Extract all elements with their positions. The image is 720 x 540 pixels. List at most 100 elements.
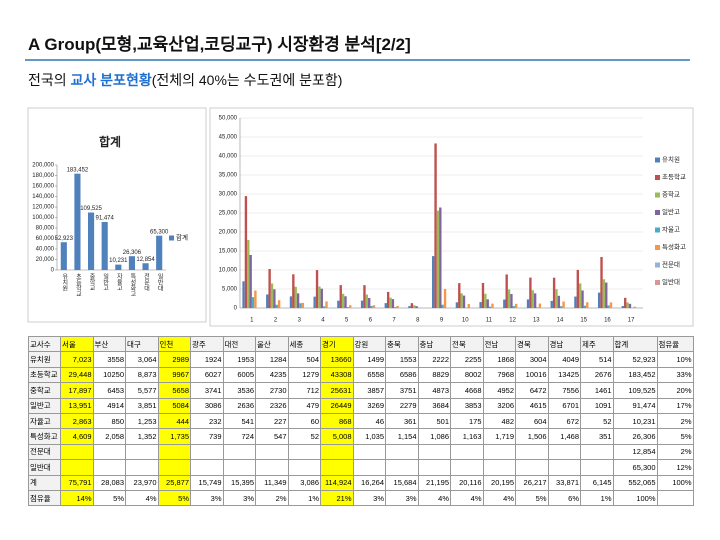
bar	[413, 305, 416, 308]
legend-label: 유치원	[662, 155, 680, 164]
bar	[574, 296, 577, 308]
row-label: 일반대	[28, 459, 61, 476]
bar	[432, 256, 435, 308]
legend-label: 특성화고	[662, 242, 686, 251]
table-cell: 100%	[612, 489, 658, 507]
y-tick-label: 0	[234, 306, 238, 312]
bar	[552, 277, 556, 308]
bar	[128, 256, 136, 270]
big-chart-frame	[209, 107, 694, 327]
table-cell: 232	[190, 412, 224, 430]
table-cell: 1,253	[125, 412, 159, 430]
table-cell: 11,349	[255, 474, 289, 491]
legend-label: 초등학교	[662, 172, 686, 181]
y-tick-label: 160,000	[32, 184, 54, 190]
small-chart-frame	[27, 107, 207, 323]
table-cell	[190, 443, 224, 461]
table-cell: 1461	[580, 382, 614, 399]
table-cell: 1,086	[417, 428, 451, 445]
table-cell	[385, 443, 419, 461]
subtitle-prefix: 전국의	[28, 72, 71, 88]
table-cell: 6586	[385, 366, 419, 384]
bar	[415, 306, 418, 308]
table-cell: 3269	[352, 397, 386, 414]
x-tick-label: 15	[580, 318, 587, 324]
bar	[386, 291, 390, 308]
header-cell: 대구	[125, 335, 159, 353]
bar	[251, 297, 255, 308]
subtitle: 전국의 교사 분포현황(전체의 40%는 수도권에 분포함)	[28, 70, 342, 90]
table-cell	[656, 489, 694, 507]
table-cell	[92, 443, 126, 461]
table-cell: 100%	[656, 474, 694, 491]
bar	[296, 293, 300, 308]
table-cell: 23,970	[125, 474, 159, 491]
table-cell	[352, 443, 386, 461]
table-cell: 60	[287, 412, 321, 430]
table-cell: 109,525	[612, 382, 658, 399]
bar	[526, 299, 530, 308]
table-cell: 5,008	[320, 428, 354, 445]
table-cell: 5084	[157, 397, 191, 414]
x-tick-label: 7	[392, 318, 396, 324]
bar	[510, 294, 513, 308]
table-cell: 75,791	[60, 474, 94, 491]
table-cell: 8,873	[125, 366, 159, 384]
table-cell: 2%	[656, 443, 694, 461]
table-cell	[157, 459, 191, 476]
bar	[363, 285, 366, 308]
bar	[339, 285, 342, 308]
row-label: 특성화고	[28, 428, 61, 445]
legend-swatch	[655, 280, 660, 285]
table-cell: 91,474	[612, 397, 658, 414]
bar	[514, 303, 518, 308]
table-row: 일반대 65,300 12%	[28, 459, 694, 476]
bar	[488, 306, 492, 308]
table-cell: 15,684	[385, 474, 419, 491]
table-cell: 1,719	[482, 428, 516, 445]
bar	[562, 301, 565, 308]
bar	[597, 292, 601, 308]
table-cell: 17,897	[60, 382, 94, 399]
bar	[484, 293, 487, 308]
y-tick-label: 40,000	[219, 154, 238, 160]
table-cell: 1953	[222, 351, 256, 368]
x-tick-label: 2	[274, 318, 278, 324]
table-cell: 20%	[656, 382, 694, 399]
bar	[581, 290, 584, 308]
legend-swatch	[655, 192, 660, 198]
table-cell: 3%	[385, 489, 419, 507]
x-tick-label: 13	[533, 318, 540, 324]
table-cell: 6005	[222, 366, 256, 384]
x-tick-label: 유치원	[61, 273, 68, 291]
table-cell: 1,035	[352, 428, 386, 445]
bar	[609, 302, 613, 308]
header-cell: 강원	[352, 335, 386, 353]
table-cell: 26,306	[612, 428, 658, 445]
table-cell: 3751	[385, 382, 419, 399]
bar	[394, 307, 397, 308]
y-tick-label: 25,000	[219, 211, 238, 217]
bar	[156, 235, 163, 270]
header-row: 교사수 서울 부산 대구 인천 광주 대전 울산 세종 경기 강원 충북 충남 전북 전남 경북 경남 제주 합계 점…	[28, 335, 694, 353]
table-cell: 21%	[320, 489, 354, 507]
bar	[275, 304, 278, 308]
table-cell: 1091	[580, 397, 614, 414]
bar	[479, 302, 482, 308]
x-tick-label: 17	[628, 318, 635, 324]
header-cell: 서울	[60, 335, 94, 353]
table-cell: 26449	[320, 397, 354, 414]
legend-label: 일반대	[662, 277, 680, 286]
y-tick-label: 80,000	[36, 226, 55, 232]
table-cell: 1%	[580, 489, 614, 507]
table-cell	[125, 443, 159, 461]
table-cell	[352, 459, 386, 476]
table-cell: 4873	[417, 382, 451, 399]
bar	[396, 305, 399, 308]
bar	[507, 289, 511, 308]
x-tick-label: 11	[486, 318, 493, 324]
header-cell: 광주	[190, 335, 224, 353]
charts: 합계 020,00040,00060,00080,000100,000120,0…	[25, 59, 694, 327]
header-cell: 전남	[482, 335, 516, 353]
bar	[315, 270, 319, 308]
